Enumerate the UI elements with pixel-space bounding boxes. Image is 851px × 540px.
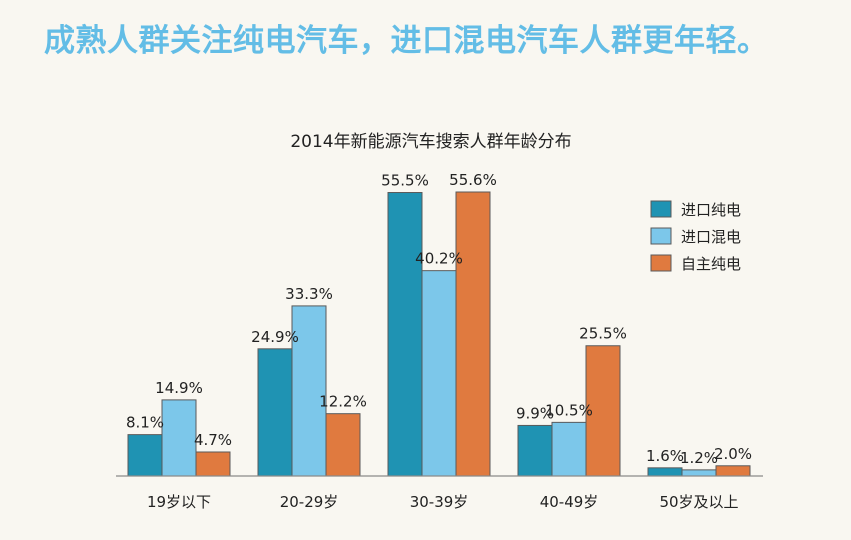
bar-value-label-2-2: 55.6% [449, 171, 497, 189]
bar-value-label-1-0: 24.9% [251, 328, 299, 346]
chart-title: 2014年新能源汽车搜索人群年龄分布 [290, 132, 571, 152]
x-tick-label-2: 30-39岁 [410, 493, 469, 511]
bars-layer [127, 191, 751, 477]
bar-value-label-3-0: 9.9% [516, 404, 554, 422]
bar-0-1 [161, 399, 197, 477]
legend-label-2: 自主纯电 [681, 255, 741, 273]
bar-2-0 [387, 192, 423, 477]
bar-3-1 [551, 421, 587, 477]
bar-value-label-0-1: 14.9% [155, 379, 203, 397]
bar-2-1 [421, 270, 457, 477]
bar-value-label-1-1: 33.3% [285, 285, 333, 303]
headline: 成熟人群关注纯电汽车，进口混电汽车人群更年轻。 [44, 23, 769, 59]
legend-swatch-0 [650, 200, 672, 218]
x-tick-label-3: 40-49岁 [540, 493, 599, 511]
bar-3-2 [585, 345, 621, 477]
bar-4-2 [715, 465, 751, 477]
bar-1-2 [325, 413, 361, 477]
bar-value-label-0-2: 4.7% [194, 431, 232, 449]
legend-swatch-1 [650, 227, 672, 245]
bar-value-label-4-1: 1.2% [680, 449, 718, 467]
x-tick-label-1: 20-29岁 [280, 493, 339, 511]
bar-4-0 [647, 467, 683, 477]
bar-1-0 [257, 348, 293, 477]
bar-3-0 [517, 424, 553, 477]
legend-label-1: 进口混电 [681, 228, 741, 246]
x-tick-label-0: 19岁以下 [147, 493, 211, 511]
bar-value-label-2-0: 55.5% [381, 172, 429, 190]
bar-value-label-3-2: 25.5% [579, 325, 627, 343]
bar-0-2 [195, 451, 231, 477]
bar-value-label-4-0: 1.6% [646, 447, 684, 465]
labels-layer: 8.1% 14.9% 4.7% 24.9% 33.3% 12.2% 55.5% 40.2% 55… [126, 171, 752, 467]
legend-swatch-2 [650, 254, 672, 272]
bar-value-label-3-1: 10.5% [545, 401, 593, 419]
bar-0-0 [127, 434, 163, 477]
bar-value-label-2-1: 40.2% [415, 250, 463, 268]
bar-value-label-4-2: 2.0% [714, 445, 752, 463]
bar-2-2 [455, 191, 491, 477]
bar-value-label-1-2: 12.2% [319, 393, 367, 411]
legend-label-0: 进口纯电 [681, 201, 741, 219]
bar-4-1 [681, 469, 717, 477]
x-tick-labels: 19岁以下 20-29岁 30-39岁 40-49岁 50岁及以上 [147, 493, 739, 511]
bar-value-label-0-0: 8.1% [126, 414, 164, 432]
x-tick-label-4: 50岁及以上 [659, 493, 738, 511]
